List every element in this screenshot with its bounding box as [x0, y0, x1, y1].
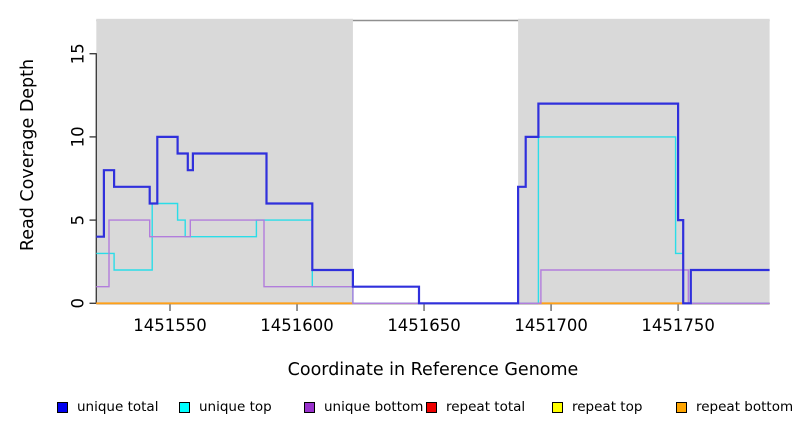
series-line-unique-bottom [96, 219, 770, 304]
legend-item-unique-bottom: unique bottom [304, 399, 423, 415]
x-axis-title: Coordinate in Reference Genome [287, 360, 579, 380]
legend-swatch-unique-bottom [304, 401, 315, 413]
y-tick-label: 15 [69, 43, 88, 64]
x-tick-label: 1451650 [387, 316, 461, 335]
legend-label: unique top [199, 399, 272, 415]
y-tick-label: 5 [69, 215, 88, 226]
x-tick-label: 1451600 [260, 316, 334, 335]
legend-swatch-unique-top [179, 401, 190, 413]
series-line-unique-total [96, 102, 770, 305]
legend-label: unique bottom [324, 399, 424, 415]
y-tick-label: 0 [69, 298, 88, 309]
legend-item-repeat-total: repeat total [426, 399, 525, 415]
legend-swatch-repeat-total [426, 401, 437, 413]
x-tick-label: 1451700 [514, 316, 588, 335]
legend-swatch-unique-total [57, 401, 68, 413]
legend-label: repeat bottom [696, 399, 792, 415]
legend-swatch-repeat-top [552, 401, 563, 413]
legend-label: repeat total [446, 399, 526, 415]
legend: unique total unique top unique bottom repea… [0, 399, 792, 425]
legend-swatch-repeat-bottom [676, 401, 687, 413]
legend-item-unique-top: unique top [179, 399, 272, 415]
legend-item-unique-total: unique total [57, 399, 158, 415]
legend-item-repeat-top: repeat top [552, 399, 642, 415]
y-tick-label: 10 [69, 126, 88, 147]
repeat-region-shading [518, 18, 770, 305]
y-axis-title: Read Coverage Depth [18, 58, 38, 252]
legend-item-repeat-bottom: repeat bottom [676, 399, 792, 415]
x-tick-label: 1451750 [641, 316, 715, 335]
legend-label: repeat top [572, 399, 643, 415]
x-tick-label: 1451550 [133, 316, 207, 335]
repeat-region-shading [96, 18, 353, 305]
legend-label: unique total [77, 399, 159, 415]
